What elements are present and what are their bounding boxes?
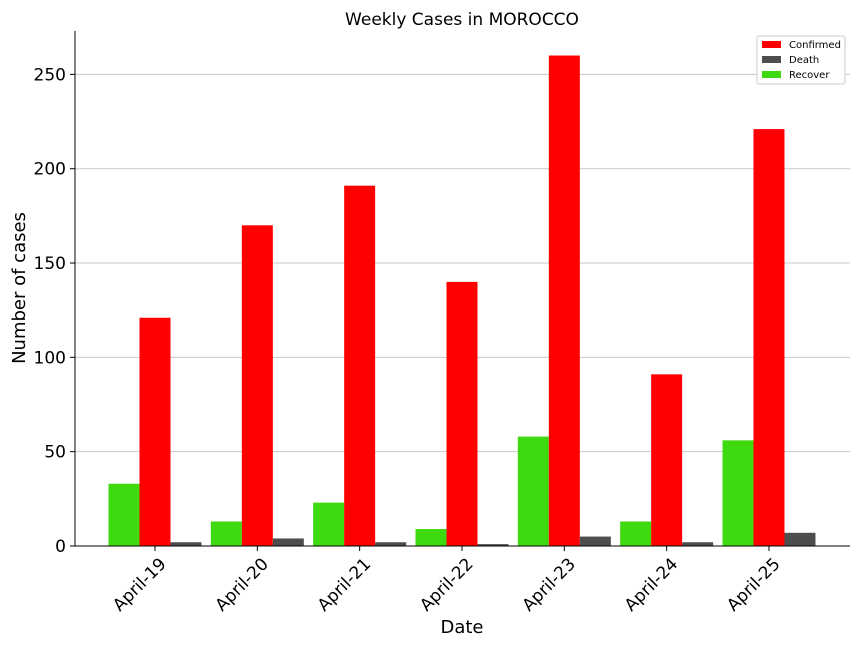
x-axis-label: Date: [440, 617, 483, 638]
x-tick-label: April-20: [212, 554, 273, 615]
bar-confirmed-5: [548, 55, 580, 547]
bar-confirmed-6: [651, 374, 683, 546]
y-ticks: 0 50 100 150 200 250: [34, 65, 75, 557]
y-tick-label: 50: [44, 443, 66, 463]
x-ticks: April-19 April-20 April-21 April-22 April-23…: [109, 546, 785, 616]
bar-death-7: [784, 532, 816, 546]
bar-death-6: [682, 542, 714, 546]
y-tick-label: 200: [34, 160, 66, 180]
y-tick-label: 250: [34, 65, 66, 85]
x-tick-label: April-25: [723, 554, 784, 615]
x-tick-label: April-22: [416, 554, 477, 615]
bar-confirmed-1: [139, 317, 171, 546]
bar-recover-2: [210, 521, 242, 546]
bar-confirmed-7: [753, 129, 785, 546]
y-tick-label: 150: [34, 254, 66, 274]
bar-death-3: [375, 542, 407, 546]
x-tick-label: April-19: [109, 554, 170, 615]
axes: [74, 31, 850, 547]
bars: [108, 55, 816, 547]
legend-swatch-death: [762, 56, 781, 63]
bar-death-4: [477, 544, 509, 546]
bar-confirmed-3: [344, 185, 376, 546]
bar-confirmed-4: [446, 281, 478, 546]
legend-label-confirmed: Confirmed: [789, 40, 841, 51]
legend-swatch-confirmed: [762, 41, 781, 48]
legend: Confirmed Death Recover: [756, 35, 846, 85]
legend-label-recover: Recover: [789, 70, 830, 81]
bar-death-1: [170, 542, 202, 546]
x-tick-label: April-23: [519, 554, 580, 615]
y-tick-label: 0: [55, 537, 66, 557]
legend-label-death: Death: [789, 55, 819, 66]
x-tick-label: April-24: [621, 554, 682, 615]
chart-title: Weekly Cases in MOROCCO: [345, 10, 579, 30]
bar-recover-5: [517, 436, 549, 546]
y-tick-label: 100: [34, 348, 66, 368]
y-axis-label: Number of cases: [9, 212, 30, 364]
bar-recover-3: [313, 502, 345, 546]
x-tick-label: April-21: [314, 554, 375, 615]
legend-swatch-recover: [762, 71, 781, 78]
bar-recover-7: [722, 440, 754, 546]
bar-death-2: [272, 538, 304, 546]
bar-recover-4: [415, 529, 447, 546]
bar-confirmed-2: [241, 225, 273, 547]
bar-recover-6: [620, 521, 652, 546]
bar-recover-1: [108, 483, 140, 546]
bar-death-5: [579, 536, 611, 546]
grid-lines: [75, 73, 850, 453]
